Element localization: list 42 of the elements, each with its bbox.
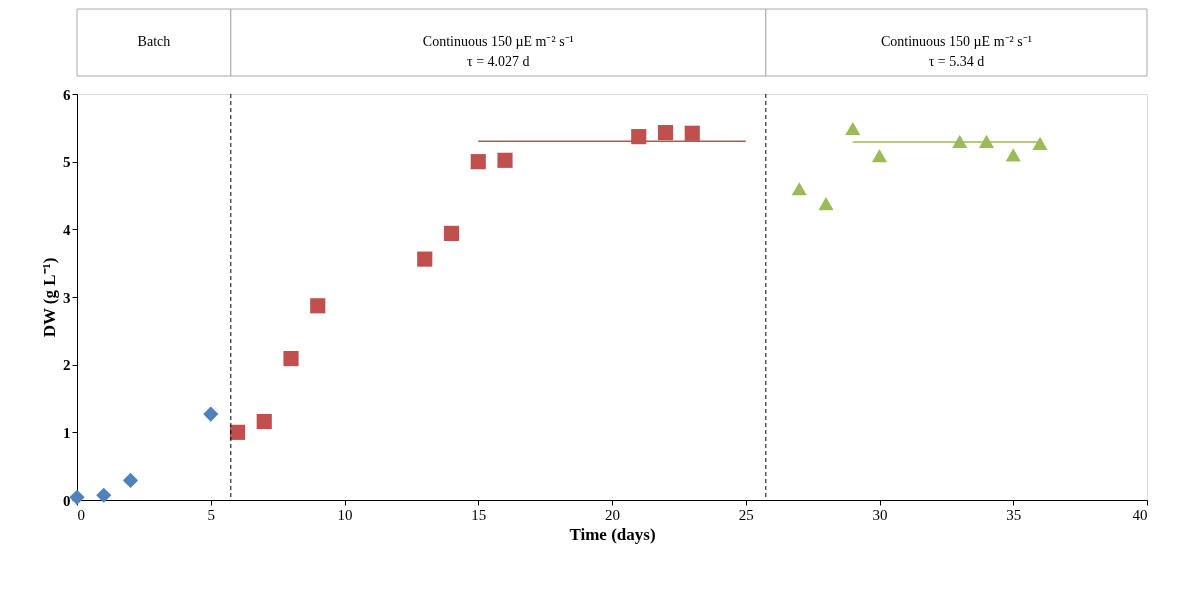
point — [283, 350, 299, 367]
y-tick-label: 6 — [63, 86, 71, 103]
point — [657, 124, 674, 141]
point — [818, 197, 834, 211]
y-tick-label: 1 — [63, 424, 71, 441]
point — [69, 489, 85, 505]
text: Continuous 150 µE m⁻² s⁻¹ τ = 5.34 d — [880, 34, 1032, 69]
text: Batch — [137, 34, 171, 49]
text: Continuous 150 µE m⁻² s⁻¹ τ = 4.027 d — [422, 34, 574, 69]
x-tick-label: 0 — [77, 506, 85, 523]
x-axis-title: Time (days) — [569, 524, 656, 544]
y-tick-label: 5 — [63, 154, 71, 171]
point — [1032, 136, 1048, 150]
point — [96, 487, 112, 503]
y-axis-title: DW (g L⁻¹) — [40, 257, 59, 338]
x-tick-label: 10 — [337, 506, 353, 523]
point — [122, 472, 139, 488]
y-tick-label: 0 — [63, 492, 71, 509]
x-tick-label: 25 — [738, 506, 754, 523]
y-tick-label: 4 — [63, 221, 71, 238]
point — [791, 182, 807, 196]
point — [203, 406, 219, 422]
point — [871, 149, 888, 163]
y-tick-label: 3 — [63, 289, 71, 306]
point — [229, 424, 246, 440]
point — [256, 413, 272, 430]
y-tick-label: 2 — [63, 357, 71, 374]
point — [417, 251, 433, 267]
x-tick-label: 20 — [605, 506, 620, 523]
point — [631, 129, 647, 145]
point — [310, 298, 326, 314]
point — [845, 121, 861, 136]
x-tick-label: 30 — [872, 506, 888, 523]
point — [684, 125, 700, 141]
x-tick-label: 40 — [1132, 506, 1148, 523]
point — [443, 225, 460, 241]
x-tick-label: 15 — [471, 506, 487, 523]
point — [497, 152, 513, 168]
x-tick-label: 5 — [207, 506, 215, 523]
x-tick-label: 35 — [1006, 506, 1022, 523]
point — [470, 154, 486, 170]
point — [1005, 148, 1021, 162]
